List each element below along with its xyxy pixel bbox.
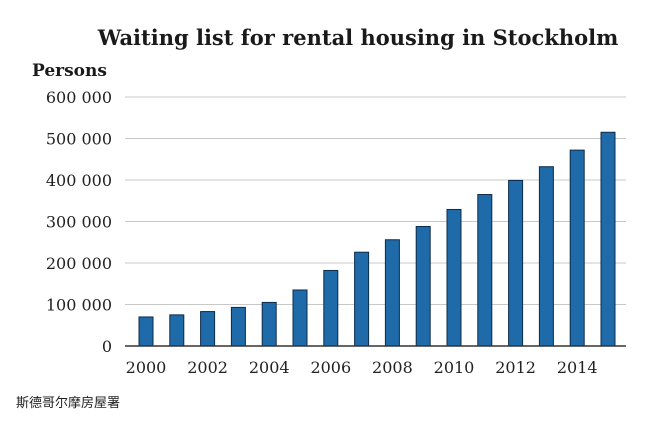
x-tick-labels: 2000 2002 2004 2006 2008 2010 2012 2014	[126, 358, 598, 377]
y-tick-label: 500 000	[46, 130, 112, 149]
y-tick-label: 600 000	[46, 88, 112, 107]
chart-title: Waiting list for rental housing in Stock…	[97, 25, 619, 50]
bar-2009	[415, 225, 431, 347]
bar-2003	[230, 306, 246, 347]
bar-2007	[354, 251, 370, 347]
y-tick-labels: 0 100 000 200 000 300 000 400 000 500 000 600 …	[46, 88, 112, 356]
y-tick-label: 100 000	[46, 296, 112, 315]
source-caption: 斯德哥尔摩房屋署	[16, 396, 121, 411]
x-tick-label: 2002	[187, 358, 228, 377]
x-tick-label: 2008	[372, 358, 413, 377]
x-tick-label: 2010	[434, 358, 475, 377]
x-tick-label: 2004	[249, 358, 290, 377]
bar-2002	[200, 311, 216, 347]
bar-2012	[508, 179, 524, 347]
y-tick-label: 300 000	[46, 213, 112, 232]
y-axis-label: Persons	[32, 61, 107, 81]
x-tick-label: 2014	[557, 358, 598, 377]
x-tick-label: 2006	[310, 358, 351, 377]
x-tick-label: 2000	[126, 358, 167, 377]
bar-chart: Waiting list for rental housing in Stock…	[32, 25, 626, 377]
x-tick-label: 2012	[495, 358, 536, 377]
y-tick-label: 400 000	[46, 171, 112, 190]
y-tick-label: 0	[102, 337, 112, 356]
bar-2008	[384, 239, 400, 347]
bar-2001	[169, 314, 185, 347]
bar-2004	[261, 301, 277, 347]
y-tick-label: 200 000	[46, 254, 112, 273]
bar-2000	[138, 316, 154, 347]
bars	[138, 131, 616, 347]
bar-2015	[600, 131, 616, 347]
bar-2010	[446, 208, 462, 347]
bar-2006	[323, 269, 339, 347]
bar-2014	[569, 149, 585, 347]
bar-2013	[538, 166, 554, 347]
bar-2005	[292, 289, 308, 347]
bar-2011	[477, 194, 493, 347]
